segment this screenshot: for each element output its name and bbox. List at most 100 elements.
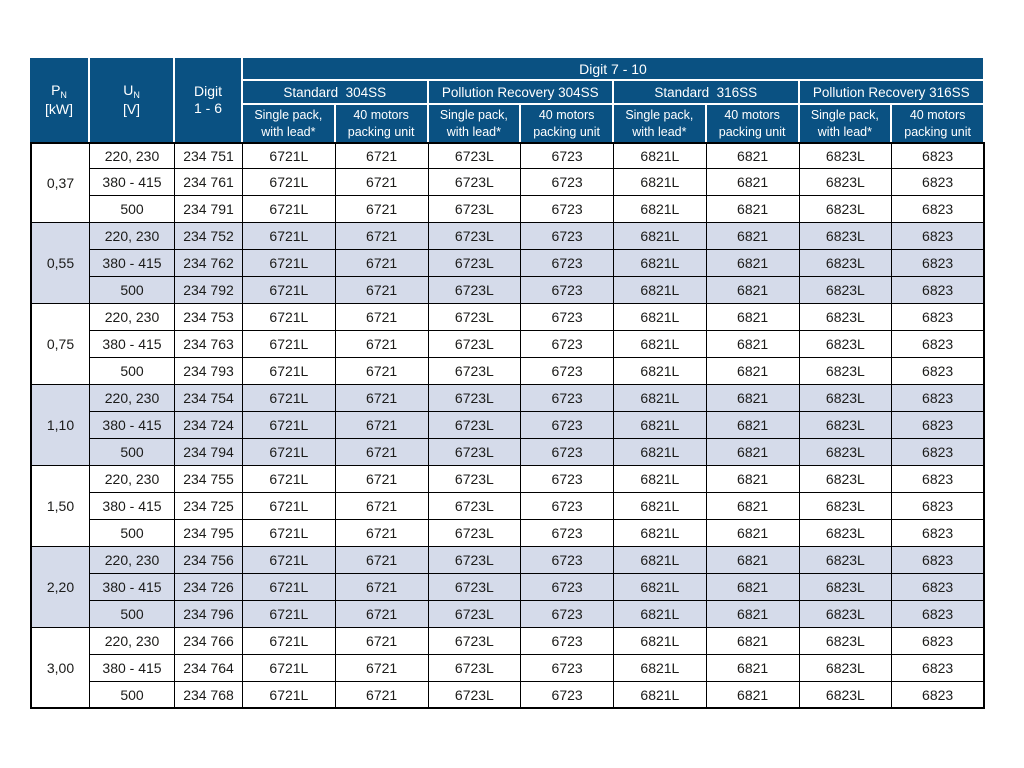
digit710-code-cell: 6823L: [799, 250, 893, 277]
digit710-code-cell: 6821: [706, 547, 800, 574]
un-cell: 220, 230: [90, 385, 175, 412]
packing-unit-header: 40 motors packing unit: [521, 105, 614, 142]
digit710-code-cell: 6823L: [799, 601, 893, 628]
digit710-code-cell: 6823: [892, 223, 985, 250]
digit710-code-cell: 6821L: [614, 196, 707, 223]
packing-unit-header: 40 motors packing unit: [335, 105, 429, 142]
motor-selection-table: PN [kW] UN [V] Digit 1 - 6 Digit 7 - 10 …: [30, 58, 985, 709]
digit710-code-cell: 6723: [521, 250, 614, 277]
digit710-code-cell: 6823L: [799, 520, 893, 547]
digit710-code-cell: 6721L: [243, 196, 336, 223]
digit710-code-cell: 6823: [892, 466, 985, 493]
digit710-code-cell: 6723: [521, 493, 614, 520]
digit710-code-cell: 6723L: [428, 196, 522, 223]
un-cell: 500: [90, 439, 175, 466]
digit710-code-cell: 6821: [706, 250, 800, 277]
digit710-code-cell: 6721: [335, 601, 429, 628]
un-cell: 220, 230: [90, 466, 175, 493]
column-group-header: Pollution Recovery 304SS: [428, 81, 614, 105]
digit710-code-cell: 6821: [706, 169, 800, 196]
digit710-code-cell: 6721L: [243, 277, 336, 304]
digit710-code-cell: 6721: [335, 358, 429, 385]
digit710-code-cell: 6821: [706, 466, 800, 493]
digit710-code-cell: 6821L: [614, 385, 707, 412]
digit710-code-cell: 6721L: [243, 628, 336, 655]
un-column-header: UN [V]: [90, 58, 175, 142]
column-group-header: Standard 304SS: [243, 81, 429, 105]
digit710-code-cell: 6723: [521, 601, 614, 628]
digit710-code-cell: 6821L: [614, 331, 707, 358]
digit710-code-cell: 6721: [335, 466, 429, 493]
digit710-code-cell: 6721: [335, 142, 429, 169]
table-row: 0,55 220, 230 234 752 6721L 6721 6723L 6723 682…: [30, 223, 985, 304]
column-group-header: Pollution Recovery 316SS: [799, 81, 985, 105]
digit710-code-cell: 6723: [521, 547, 614, 574]
un-cell: 380 - 415: [90, 493, 175, 520]
digit710-code-cell: 6721L: [243, 142, 336, 169]
digit710-code-cell: 6823L: [799, 574, 893, 601]
table-row: 380 - 415 234 761 6721L 6721 6723L 6723 6821L 6…: [30, 169, 985, 196]
digit710-code-cell: 6723L: [428, 547, 522, 574]
digit710-code-cell: 6821: [706, 142, 800, 169]
table-row: 500 234 791 6721L 6721 6723L 6723 6821L 6821 682…: [30, 196, 985, 223]
table-row: 380 - 415 234 764 6721L 6721 6723L 6723 6821L 6…: [30, 655, 985, 682]
digit710-code-cell: 6723: [521, 223, 614, 250]
table-row: 500 234 796 6721L 6721 6723L 6723 6821L 6821 682…: [30, 601, 985, 628]
un-cell: 380 - 415: [90, 331, 175, 358]
digit710-code-cell: 6823: [892, 250, 985, 277]
digit710-code-cell: 6821: [706, 628, 800, 655]
digit710-code-cell: 6823: [892, 142, 985, 169]
un-cell: 220, 230: [90, 628, 175, 655]
digit710-code-cell: 6721L: [243, 304, 336, 331]
digit16-cell: 234 724: [175, 412, 243, 439]
digit710-code-cell: 6821L: [614, 142, 707, 169]
table-row: 500 234 793 6721L 6721 6723L 6723 6821L 6821 682…: [30, 358, 985, 385]
digit710-code-cell: 6821L: [614, 358, 707, 385]
digit710-code-cell: 6823: [892, 628, 985, 655]
digit710-code-cell: 6821L: [614, 547, 707, 574]
digit710-code-cell: 6823L: [799, 223, 893, 250]
digit710-code-cell: 6721L: [243, 439, 336, 466]
digit710-code-cell: 6821L: [614, 520, 707, 547]
digit710-code-cell: 6723L: [428, 142, 522, 169]
digit710-code-cell: 6821L: [614, 628, 707, 655]
digit16-cell: 234 764: [175, 655, 243, 682]
digit16-cell: 234 755: [175, 466, 243, 493]
digit710-code-cell: 6723: [521, 628, 614, 655]
digit710-code-cell: 6821: [706, 277, 800, 304]
un-cell: 380 - 415: [90, 412, 175, 439]
digit710-code-cell: 6821: [706, 331, 800, 358]
digit710-code-cell: 6723L: [428, 466, 522, 493]
digit710-code-cell: 6721: [335, 331, 429, 358]
table-row: 1,10 220, 230 234 754 6721L 6721 6723L 6723 682…: [30, 385, 985, 466]
digit710-code-cell: 6721L: [243, 682, 336, 709]
digit710-code-cell: 6821L: [614, 601, 707, 628]
digit710-code-cell: 6723: [521, 304, 614, 331]
pn-unit: [kW]: [45, 100, 73, 117]
digit16-cell: 234 726: [175, 574, 243, 601]
header-row-top: PN [kW] UN [V] Digit 1 - 6 Digit 7 - 10: [30, 58, 985, 142]
digit16-cell: 234 763: [175, 331, 243, 358]
digit710-code-cell: 6823L: [799, 493, 893, 520]
digit710-code-cell: 6721: [335, 682, 429, 709]
digit710-code-cell: 6723L: [428, 601, 522, 628]
digit710-code-cell: 6821: [706, 682, 800, 709]
digit710-code-cell: 6821: [706, 574, 800, 601]
digit710-code-cell: 6823: [892, 682, 985, 709]
un-cell: 500: [90, 682, 175, 709]
table-row: 380 - 415 234 762 6721L 6721 6723L 6723 6821L 6…: [30, 250, 985, 277]
table-row: 0,75 220, 230 234 753 6721L 6721 6723L 6723 682…: [30, 304, 985, 385]
table-row: 380 - 415 234 725 6721L 6721 6723L 6723 6821L 6…: [30, 493, 985, 520]
pn-cell: 3,00: [30, 628, 90, 709]
un-cell: 500: [90, 601, 175, 628]
digit710-code-cell: 6723L: [428, 358, 522, 385]
un-unit: [V]: [122, 100, 141, 117]
digit710-code-cell: 6723: [521, 412, 614, 439]
digit710-code-cell: 6823L: [799, 169, 893, 196]
digit710-code-cell: 6723L: [428, 682, 522, 709]
un-cell: 220, 230: [90, 304, 175, 331]
digit710-code-cell: 6723L: [428, 628, 522, 655]
digit710-code-cell: 6821L: [614, 682, 707, 709]
digit710-code-cell: 6723L: [428, 331, 522, 358]
